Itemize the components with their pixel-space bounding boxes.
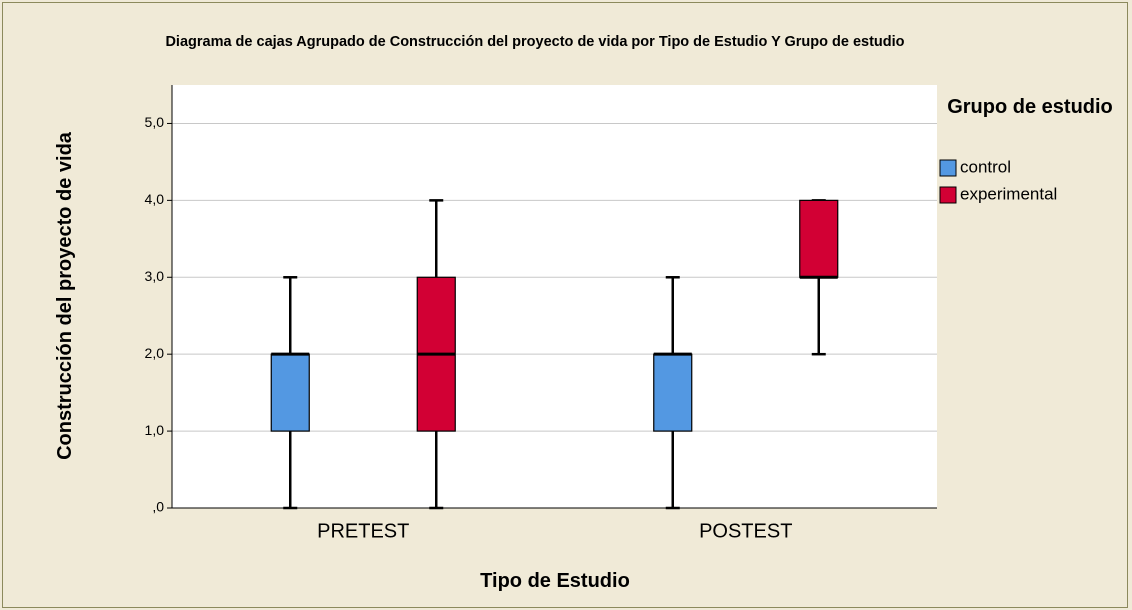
box [799, 199, 839, 278]
x-axis-title: Tipo de Estudio [480, 570, 630, 592]
chart-title: Diagrama de cajas Agrupado de Construcci… [165, 34, 905, 50]
legend-title: Grupo de estudio [947, 96, 1113, 118]
x-tick-label: POSTEST [699, 520, 792, 542]
y-axis-title: Construcción del proyecto de vida [54, 132, 76, 460]
legend-swatch [939, 159, 957, 177]
legend-label: control [960, 157, 1011, 176]
box [270, 353, 310, 432]
y-tick-label: 3,0 [145, 268, 165, 284]
legend-swatch [939, 186, 957, 204]
y-tick-label: ,0 [152, 499, 164, 515]
y-tick-label: 4,0 [145, 191, 165, 207]
box [653, 353, 693, 432]
y-tick-label: 2,0 [145, 345, 165, 361]
plot-area [172, 85, 937, 508]
y-tick-label: 5,0 [145, 114, 165, 130]
x-tick-label: PRETEST [317, 520, 409, 542]
y-tick-label: 1,0 [145, 422, 165, 438]
legend-label: experimental [960, 184, 1057, 203]
